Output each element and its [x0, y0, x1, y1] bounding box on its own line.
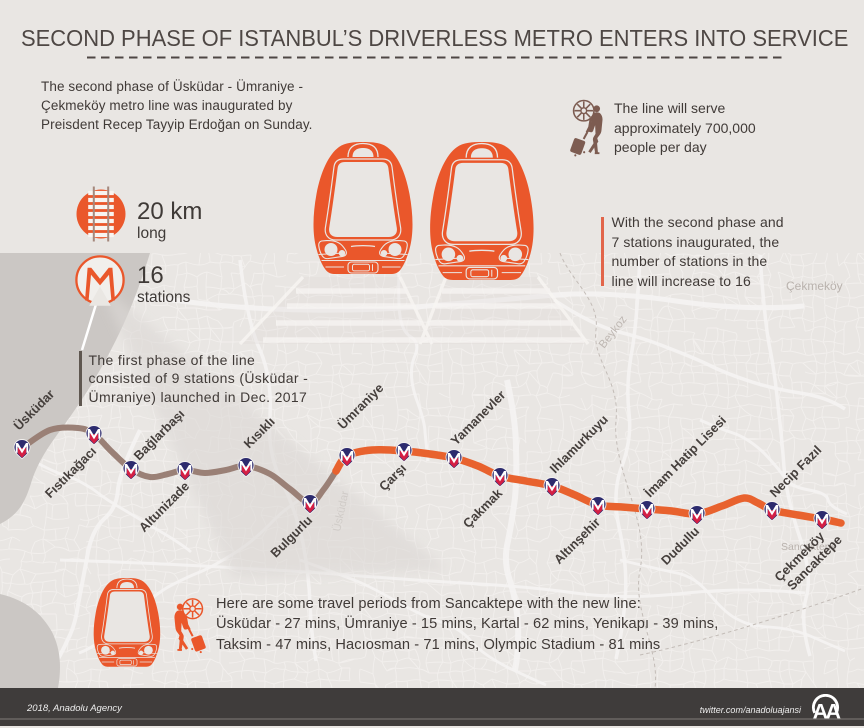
svg-text:AA: AA	[813, 700, 841, 724]
svg-text:Çekmeköy: Çekmeköy	[786, 279, 843, 293]
svg-text:Sancaktepe: Sancaktepe	[781, 541, 837, 553]
